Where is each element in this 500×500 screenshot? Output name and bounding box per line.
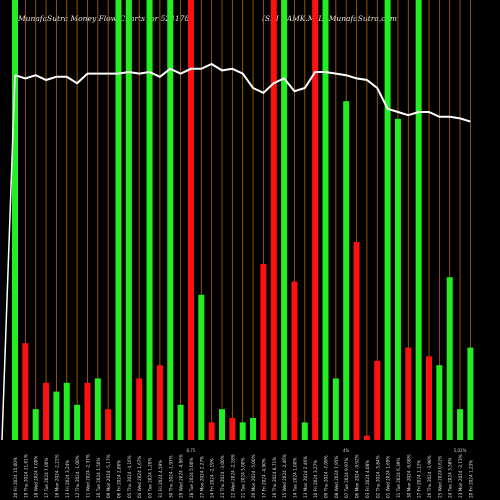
x-tick-label: 19 Thu 2024 21,01% (23, 454, 28, 498)
bar (229, 418, 236, 440)
bar (384, 0, 391, 440)
x-tick-label: 15 Wed 2024 -2,46% (282, 454, 287, 498)
axis-note: 5,02% (454, 448, 467, 453)
x-tick-label: 24 Fri 2024 -2,19% (210, 458, 215, 498)
bar (332, 378, 339, 440)
x-tick-label: 17 Tue 2024 7,00% (44, 458, 49, 498)
bar (219, 409, 225, 440)
x-tick-label: 10 Fri 2024 3,27% (313, 460, 318, 498)
bar (84, 382, 91, 440)
bar (394, 118, 401, 441)
x-tick-label: 14 Tue 2024 1,00% (292, 458, 297, 498)
bar (343, 101, 350, 440)
bar (312, 0, 319, 440)
x-tick-label: 06 Mon 2024 -9,92% (355, 454, 360, 498)
x-tick-label: 03 Fri 2024 4,08% (365, 460, 370, 498)
bar (167, 0, 174, 440)
bar (187, 0, 194, 440)
x-tick-label: 01 Wed 2024 1,69% (386, 456, 391, 498)
bar (457, 409, 464, 440)
x-tick-label: 17 Fri 2024 -4,90% (261, 458, 266, 498)
bar (353, 242, 360, 440)
bar (53, 391, 60, 440)
bar (322, 0, 329, 440)
bar (415, 0, 422, 440)
x-tick-label: 20 Fri 2024 15,00% (13, 457, 18, 498)
axis-note: 8,75 (186, 448, 195, 453)
bar (467, 347, 474, 440)
x-tick-label: 23 Thu 2024 -3,00% (220, 455, 225, 498)
x-tick-label: 30 Thu 2024 -1,97% (168, 455, 173, 498)
x-tick-label: 29 Wed 2024 -4,96% (179, 454, 184, 498)
bar (291, 281, 298, 440)
bar (270, 0, 277, 440)
bar (208, 422, 215, 440)
x-tick-label: 27 Fri 2024 1,12% (417, 460, 422, 498)
bar (115, 0, 122, 440)
x-tick-label: 09 Mon 2024 -5,17% (106, 454, 111, 498)
x-tick-label: 20 Mon 2024 -5,00% (251, 454, 256, 498)
chart-title-right: (SRI RAMK.MIL) MunafaSutra.com (262, 14, 398, 23)
x-tick-label: 13 Fri 2024 3,24% (65, 460, 70, 498)
x-tick-label: 30 Mon 2024 -6,08% (406, 454, 411, 498)
bar (301, 422, 308, 440)
bar (239, 422, 246, 440)
bar (43, 382, 50, 440)
x-tick-label: 09 Thu 2024 -7,09% (324, 455, 329, 498)
x-tick-label: 16 Thu 2024 8,71% (272, 457, 277, 498)
bar (281, 0, 288, 440)
bar (405, 347, 412, 440)
x-tick-label: 02 Thu 2024 -5,84% (375, 455, 380, 498)
bar (446, 277, 453, 440)
x-tick-label: 13 Mon 2024 2,46% (303, 456, 308, 498)
bar (12, 0, 18, 440)
bar (125, 0, 132, 440)
price-line-start (1, 75, 16, 441)
bar (177, 404, 184, 440)
x-tick-label: 21 Tue 2024 5,00% (241, 458, 246, 498)
x-tick-label: 07 Tue 2024 9,97% (344, 458, 349, 498)
bar (74, 404, 81, 440)
bar (22, 343, 29, 440)
x-tick-label: 18 Wed 2024 7,00% (34, 456, 39, 498)
price-line (14, 62, 471, 123)
bar (250, 418, 257, 440)
x-tick-label: 16 Mon 2024 -2,22% (54, 454, 59, 498)
x-tick-label: 25 Wed 2024 0,61% (437, 456, 442, 498)
x-tick-label: 27 Mon 2024 2,27% (199, 456, 204, 498)
x-tick-label: 06 Fri 2024 2,86% (117, 460, 122, 498)
x-tick-label: 31 Tue 2024 6,39% (396, 458, 401, 498)
x-tick-label: 26 Thu 2024 -3,98% (427, 455, 432, 498)
x-tick-label: 31 Fri 2024 4,59% (158, 460, 163, 498)
x-tick-label: 05 Thu 2024 -4,16% (127, 455, 132, 498)
bar (436, 365, 443, 440)
x-tick-label: 28 Tue 2024 5,00% (189, 458, 194, 498)
x-tick-label: 08 Wed 2024 7,95% (334, 456, 339, 498)
x-tick-label: 03 Tue 2024 1,20% (148, 458, 153, 498)
bar (156, 365, 163, 440)
x-tick-label: 10 Tue 2024 1,50% (96, 458, 101, 498)
bar (426, 356, 432, 440)
bar (105, 409, 112, 440)
bar (198, 294, 205, 440)
x-tick-label: 20 Fri 2024 1,23% (468, 460, 473, 498)
x-tick-label: 22 Wed 2024 -2,18% (230, 454, 235, 498)
bar (146, 0, 153, 440)
x-tick-label: 24 Tue 2024 3,58% (448, 458, 453, 498)
chart-title-left: MunafaSutra Money Flow Charts for 524178 (18, 14, 190, 23)
x-tick-label: 12 Thu 2024 -1,00% (75, 455, 80, 498)
bar (63, 382, 70, 440)
bar (32, 409, 39, 440)
x-tick-label: 11 Wed 2024 -2,37% (85, 454, 90, 498)
bar (363, 435, 370, 440)
axis-note: 4% (343, 448, 350, 453)
x-tick-label: 23 Mon 2024 -2,73% (458, 454, 463, 498)
bar (94, 378, 101, 440)
bar (260, 264, 267, 440)
x-tick-label: 04 Wed 2024 1,67% (137, 456, 142, 498)
bar (136, 378, 143, 440)
bar (374, 360, 381, 440)
